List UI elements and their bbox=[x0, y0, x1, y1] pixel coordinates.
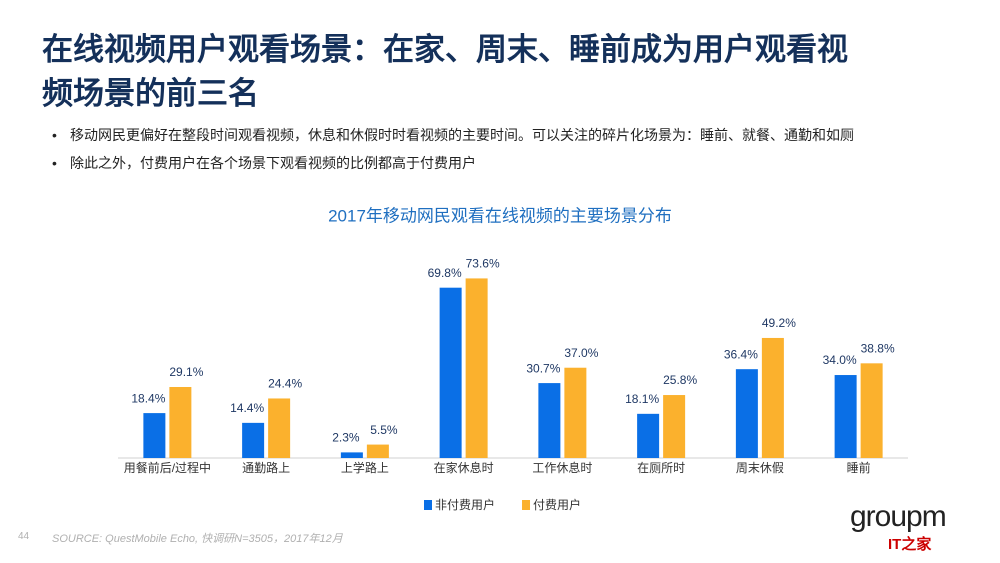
bar bbox=[761, 337, 784, 458]
value-label: 18.1% bbox=[625, 392, 659, 406]
legend-label: 付费用户 bbox=[533, 497, 581, 512]
value-label: 37.0% bbox=[564, 346, 598, 360]
legend-swatch bbox=[424, 500, 432, 510]
page-number: 44 bbox=[18, 531, 30, 542]
value-label: 2.3% bbox=[332, 431, 360, 445]
legend-swatch bbox=[522, 500, 531, 510]
bar bbox=[663, 395, 686, 458]
logo-sub: IT之家 bbox=[888, 536, 932, 553]
value-label: 73.6% bbox=[466, 257, 500, 271]
legend-label: 非付费用户 bbox=[435, 497, 495, 512]
bar bbox=[564, 367, 587, 458]
value-label: 18.4% bbox=[131, 391, 165, 405]
bar bbox=[366, 444, 389, 458]
value-label: 30.7% bbox=[526, 361, 560, 375]
bar bbox=[169, 386, 192, 458]
bar bbox=[465, 278, 488, 458]
bullet-list: 移动网民更偏好在整段时间观看视频，休息和休假时时看视频的主要时间。可以关注的碎片… bbox=[52, 126, 952, 182]
bar bbox=[242, 422, 265, 458]
value-label: 69.8% bbox=[428, 266, 462, 280]
x-tick-label: 睡前 bbox=[847, 460, 871, 475]
bar bbox=[340, 452, 363, 458]
bullet: 移动网民更偏好在整段时间观看视频，休息和休假时时看视频的主要时间。可以关注的碎片… bbox=[52, 126, 952, 145]
logo: groupm bbox=[850, 500, 947, 533]
bar bbox=[538, 383, 561, 458]
slide-title: 在线视频用户观看场景：在家、周末、睡前成为用户观看视 频场景的前三名 bbox=[42, 28, 848, 116]
bar bbox=[834, 375, 857, 458]
bar bbox=[143, 413, 166, 458]
bar bbox=[860, 363, 883, 458]
value-label: 34.0% bbox=[823, 353, 857, 367]
x-tick-label: 在家休息时 bbox=[434, 460, 494, 475]
title-line: 频场景的前三名 bbox=[42, 76, 259, 111]
x-tick-label: 在厕所时 bbox=[637, 461, 685, 475]
bar bbox=[637, 413, 660, 458]
value-label: 36.4% bbox=[724, 347, 758, 361]
value-label: 29.1% bbox=[169, 365, 203, 379]
value-label: 24.4% bbox=[268, 377, 302, 391]
value-label: 14.4% bbox=[230, 401, 264, 415]
value-label: 38.8% bbox=[861, 341, 895, 355]
bar bbox=[268, 398, 291, 458]
chart-title: 2017年移动网民观看在线视频的主要场景分布 bbox=[328, 206, 672, 225]
bar bbox=[735, 369, 758, 458]
x-tick-label: 上学路上 bbox=[341, 460, 389, 475]
x-tick-label: 通勤路上 bbox=[242, 460, 290, 475]
title-line: 在线视频用户观看场景：在家、周末、睡前成为用户观看视 bbox=[42, 32, 848, 67]
bar bbox=[439, 287, 462, 458]
x-tick-label: 用餐前后/过程中 bbox=[124, 460, 211, 475]
source: SOURCE: QuestMobile Echo, 快调研N=3505，2017… bbox=[52, 533, 343, 545]
value-label: 25.8% bbox=[663, 373, 697, 387]
x-tick-label: 工作休息时 bbox=[532, 460, 592, 475]
value-label: 5.5% bbox=[370, 423, 398, 437]
x-tick-label: 周末休假 bbox=[736, 461, 784, 475]
value-label: 49.2% bbox=[762, 316, 796, 330]
bullet: 除此之外，付费用户在各个场景下观看视频的比例都高于付费用户 bbox=[52, 154, 952, 173]
